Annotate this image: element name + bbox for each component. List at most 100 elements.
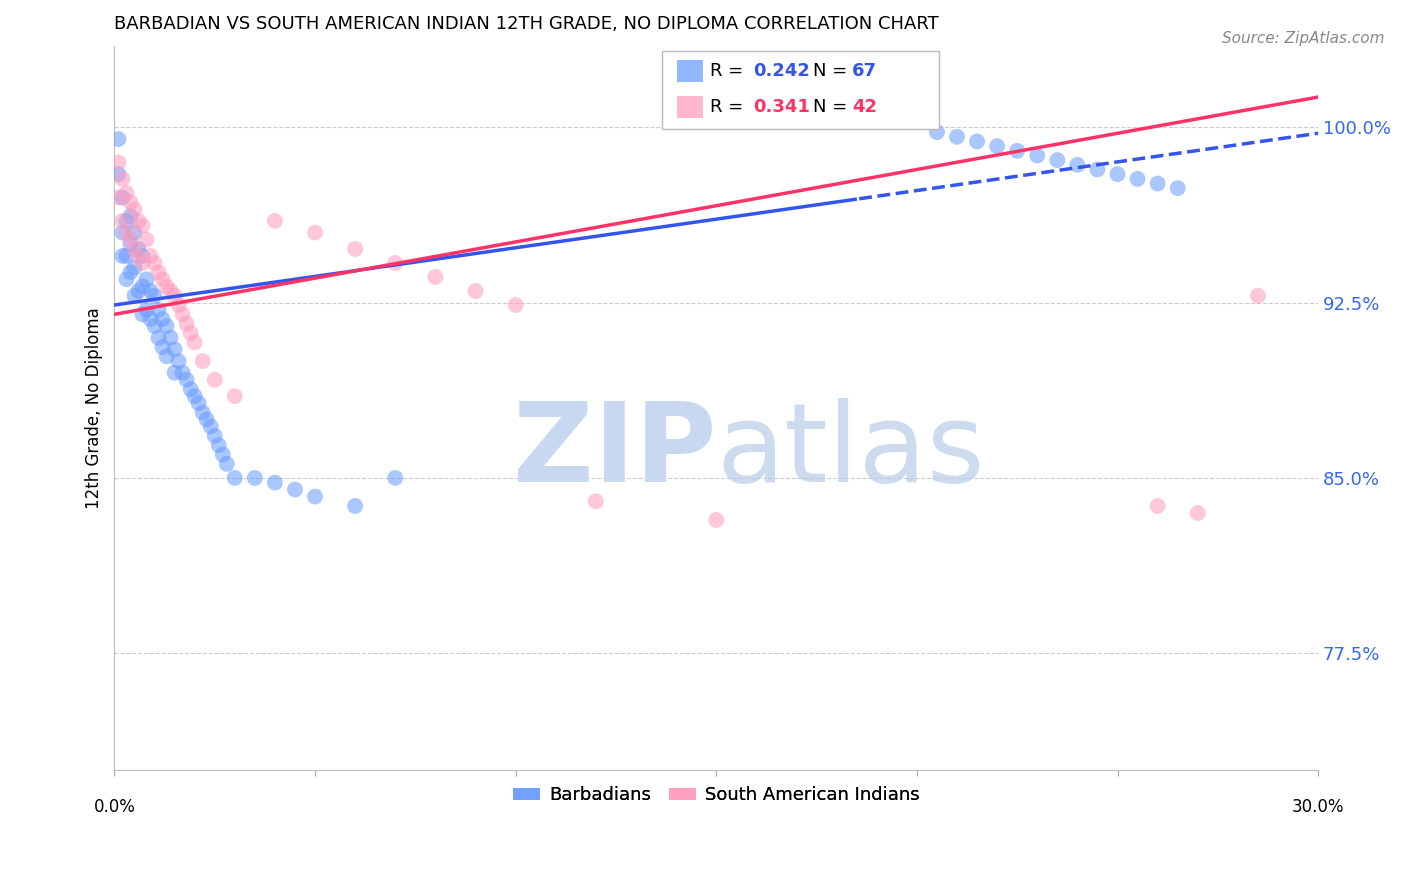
- Point: [1087, 162, 1109, 177]
- Point: [1066, 158, 1088, 172]
- Point: [159, 284, 181, 298]
- Point: [131, 219, 153, 233]
- Point: [143, 288, 166, 302]
- Point: [172, 307, 194, 321]
- Legend: Barbadians, South American Indians: Barbadians, South American Indians: [506, 780, 927, 812]
- Point: [304, 490, 326, 504]
- Point: [135, 233, 157, 247]
- Point: [120, 209, 142, 223]
- Point: [152, 340, 174, 354]
- Point: [107, 155, 129, 169]
- Point: [152, 312, 174, 326]
- Point: [107, 167, 129, 181]
- Point: [1046, 153, 1069, 168]
- Point: [187, 396, 209, 410]
- Point: [243, 471, 266, 485]
- Point: [195, 412, 218, 426]
- Point: [215, 457, 238, 471]
- Point: [135, 302, 157, 317]
- Point: [148, 331, 170, 345]
- Point: [704, 513, 727, 527]
- Point: [176, 317, 198, 331]
- Point: [585, 494, 607, 508]
- Text: ZIP: ZIP: [513, 398, 716, 505]
- Point: [155, 319, 177, 334]
- Point: [155, 350, 177, 364]
- Point: [111, 171, 134, 186]
- Point: [111, 226, 134, 240]
- Point: [224, 471, 246, 485]
- Point: [143, 256, 166, 270]
- Point: [183, 335, 205, 350]
- Point: [139, 284, 162, 298]
- Text: 30.0%: 30.0%: [1292, 798, 1344, 816]
- Point: [176, 373, 198, 387]
- Point: [925, 125, 948, 139]
- Point: [224, 389, 246, 403]
- Point: [115, 272, 138, 286]
- Point: [115, 214, 138, 228]
- Point: [120, 265, 142, 279]
- Point: [124, 288, 146, 302]
- Point: [115, 249, 138, 263]
- Point: [120, 237, 142, 252]
- Point: [966, 135, 988, 149]
- Point: [183, 389, 205, 403]
- Point: [131, 256, 153, 270]
- Point: [163, 343, 186, 357]
- Point: [139, 249, 162, 263]
- Text: N =: N =: [813, 98, 852, 116]
- Point: [384, 471, 406, 485]
- Point: [127, 284, 149, 298]
- Point: [163, 366, 186, 380]
- Point: [127, 249, 149, 263]
- Point: [264, 475, 287, 490]
- Text: 0.341: 0.341: [754, 98, 810, 116]
- Text: Source: ZipAtlas.com: Source: ZipAtlas.com: [1222, 31, 1385, 46]
- Bar: [662, 51, 939, 129]
- Point: [191, 405, 214, 419]
- Point: [172, 366, 194, 380]
- Point: [111, 214, 134, 228]
- Point: [1107, 167, 1129, 181]
- Point: [1126, 171, 1149, 186]
- Point: [204, 429, 226, 443]
- Point: [208, 438, 231, 452]
- Point: [124, 226, 146, 240]
- Point: [152, 272, 174, 286]
- Point: [384, 256, 406, 270]
- Point: [1247, 288, 1270, 302]
- Point: [115, 226, 138, 240]
- Point: [163, 288, 186, 302]
- Point: [111, 190, 134, 204]
- Text: R =: R =: [710, 62, 749, 80]
- Point: [107, 190, 129, 204]
- Point: [131, 249, 153, 263]
- Point: [148, 302, 170, 317]
- Text: N =: N =: [813, 62, 852, 80]
- Point: [131, 279, 153, 293]
- Point: [120, 195, 142, 210]
- Point: [284, 483, 307, 497]
- Point: [505, 298, 527, 312]
- Point: [167, 298, 190, 312]
- Point: [155, 279, 177, 293]
- Point: [304, 226, 326, 240]
- Text: 0.242: 0.242: [754, 62, 810, 80]
- Point: [986, 139, 1008, 153]
- Point: [180, 382, 202, 396]
- Bar: [676, 60, 703, 82]
- Point: [131, 307, 153, 321]
- Point: [1167, 181, 1189, 195]
- Bar: [676, 96, 703, 118]
- Point: [1187, 506, 1209, 520]
- Point: [1026, 148, 1049, 162]
- Point: [264, 214, 287, 228]
- Point: [344, 499, 367, 513]
- Point: [143, 319, 166, 334]
- Point: [1146, 177, 1168, 191]
- Y-axis label: 12th Grade, No Diploma: 12th Grade, No Diploma: [86, 307, 103, 508]
- Point: [180, 326, 202, 340]
- Point: [124, 202, 146, 217]
- Point: [148, 265, 170, 279]
